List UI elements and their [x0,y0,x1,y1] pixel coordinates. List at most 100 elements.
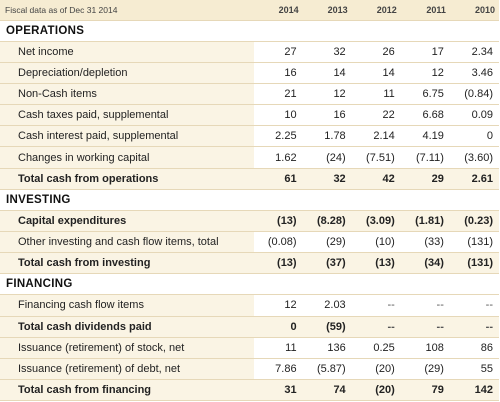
fiscal-data-label: Fiscal data as of Dec 31 2014 [0,0,254,21]
value-cell: 79 [400,379,450,402]
value-cell: 16 [302,104,352,127]
section-title: INVESTING [0,189,499,211]
row-label: Changes in working capital [0,146,254,169]
header-row: Fiscal data as of Dec 31 2014 2014 2013 … [0,0,499,21]
value-cell: 26 [351,41,401,63]
value-cell: 6.75 [400,83,450,106]
value-cell: -- [449,294,499,317]
value-cell: (1.81) [400,210,450,233]
row-label: Issuance (retirement) of debt, net [0,358,254,381]
value-cell: 2.61 [449,168,499,190]
value-cell: 2.34 [449,41,499,63]
value-cell: 12 [302,83,352,106]
section-heading-row: INVESTING [0,189,499,211]
value-cell: 55 [449,358,499,381]
value-cell: 10 [253,104,303,127]
value-cell: 22 [351,104,401,127]
value-cell: (0.08) [253,231,303,254]
value-cell: (13) [253,210,303,233]
value-cell: -- [400,316,450,338]
year-header: 2013 [302,0,352,21]
value-cell: -- [351,294,401,317]
value-cell: 4.19 [400,125,450,148]
value-cell: 74 [302,379,352,402]
table-row: Net income 27 32 26 17 2.34 [0,41,499,63]
value-cell: 17 [400,41,450,63]
value-cell: 31 [253,379,303,402]
value-cell: (59) [302,316,352,338]
row-label: Total cash from operations [0,168,254,190]
value-cell: 0.09 [449,104,499,127]
table-row: Other investing and cash flow items, tot… [0,231,499,254]
table-row: Non-Cash items 21 12 11 6.75 (0.84) [0,83,499,106]
value-cell: 136 [302,337,352,359]
value-cell: 61 [253,168,303,190]
total-row: Total cash dividends paid 0 (59) -- -- -- [0,316,499,338]
row-label: Total cash dividends paid [0,316,254,338]
value-cell: 0 [449,125,499,148]
value-cell: 2.03 [302,294,352,317]
value-cell: 32 [302,41,352,63]
table-row: Cash interest paid, supplemental 2.25 1.78… [0,125,499,148]
row-label: Issuance (retirement) of stock, net [0,337,254,359]
year-header: 2010 [449,0,499,21]
value-cell: (131) [449,231,499,254]
value-cell: (20) [351,379,401,402]
value-cell: -- [400,294,450,317]
table-row: Changes in working capital 1.62 (24) (7.51)… [0,146,499,169]
value-cell: 27 [253,41,303,63]
value-cell: 32 [302,168,352,190]
table-row: Issuance (retirement) of stock, net 11 136… [0,337,499,359]
value-cell: 1.62 [253,146,303,169]
value-cell: 0 [253,316,303,338]
value-cell: 142 [449,379,499,402]
year-header: 2014 [253,0,303,21]
value-cell: 6.68 [400,104,450,127]
value-cell: (13) [253,252,303,275]
value-cell: 14 [351,62,401,84]
section-title: OPERATIONS [0,20,499,42]
value-cell: 108 [400,337,450,359]
row-label: Non-Cash items [0,83,254,106]
total-row: Total cash from investing (13) (37) (13) (34… [0,252,499,275]
section-title: FINANCING [0,273,499,296]
value-cell: (0.23) [449,210,499,233]
total-row: Total cash from financing 31 74 (20) 79 142 [0,379,499,402]
section-heading-row: OPERATIONS [0,20,499,42]
value-cell: (13) [351,252,401,275]
value-cell: (29) [400,358,450,381]
table-row: Financing cash flow items 12 2.03 -- -- -- [0,294,499,317]
value-cell: 11 [351,83,401,106]
value-cell: 42 [351,168,401,190]
value-cell: 12 [400,62,450,84]
value-cell: (33) [400,231,450,254]
value-cell: -- [449,316,499,338]
table-row: Depreciation/depletion 16 14 14 12 3.46 [0,62,499,84]
value-cell: 16 [253,62,303,84]
row-label: Financing cash flow items [0,294,254,317]
value-cell: 29 [400,168,450,190]
row-label: Cash taxes paid, supplemental [0,104,254,127]
row-label: Total cash from investing [0,252,254,275]
value-cell: 2.14 [351,125,401,148]
value-cell: (3.60) [449,146,499,169]
value-cell: 3.46 [449,62,499,84]
value-cell: 0.25 [351,337,401,359]
value-cell: 14 [302,62,352,84]
value-cell: 7.86 [253,358,303,381]
value-cell: (10) [351,231,401,254]
total-row: Capital expenditures (13) (8.28) (3.09) (1.8… [0,210,499,233]
value-cell: (37) [302,252,352,275]
value-cell: 1.78 [302,125,352,148]
value-cell: -- [351,316,401,338]
value-cell: (29) [302,231,352,254]
value-cell: 86 [449,337,499,359]
value-cell: 11 [253,337,303,359]
value-cell: (7.11) [400,146,450,169]
value-cell: (131) [449,252,499,275]
row-label: Other investing and cash flow items, tot… [0,231,254,254]
value-cell: (8.28) [302,210,352,233]
row-label: Net income [0,41,254,63]
value-cell: 2.25 [253,125,303,148]
